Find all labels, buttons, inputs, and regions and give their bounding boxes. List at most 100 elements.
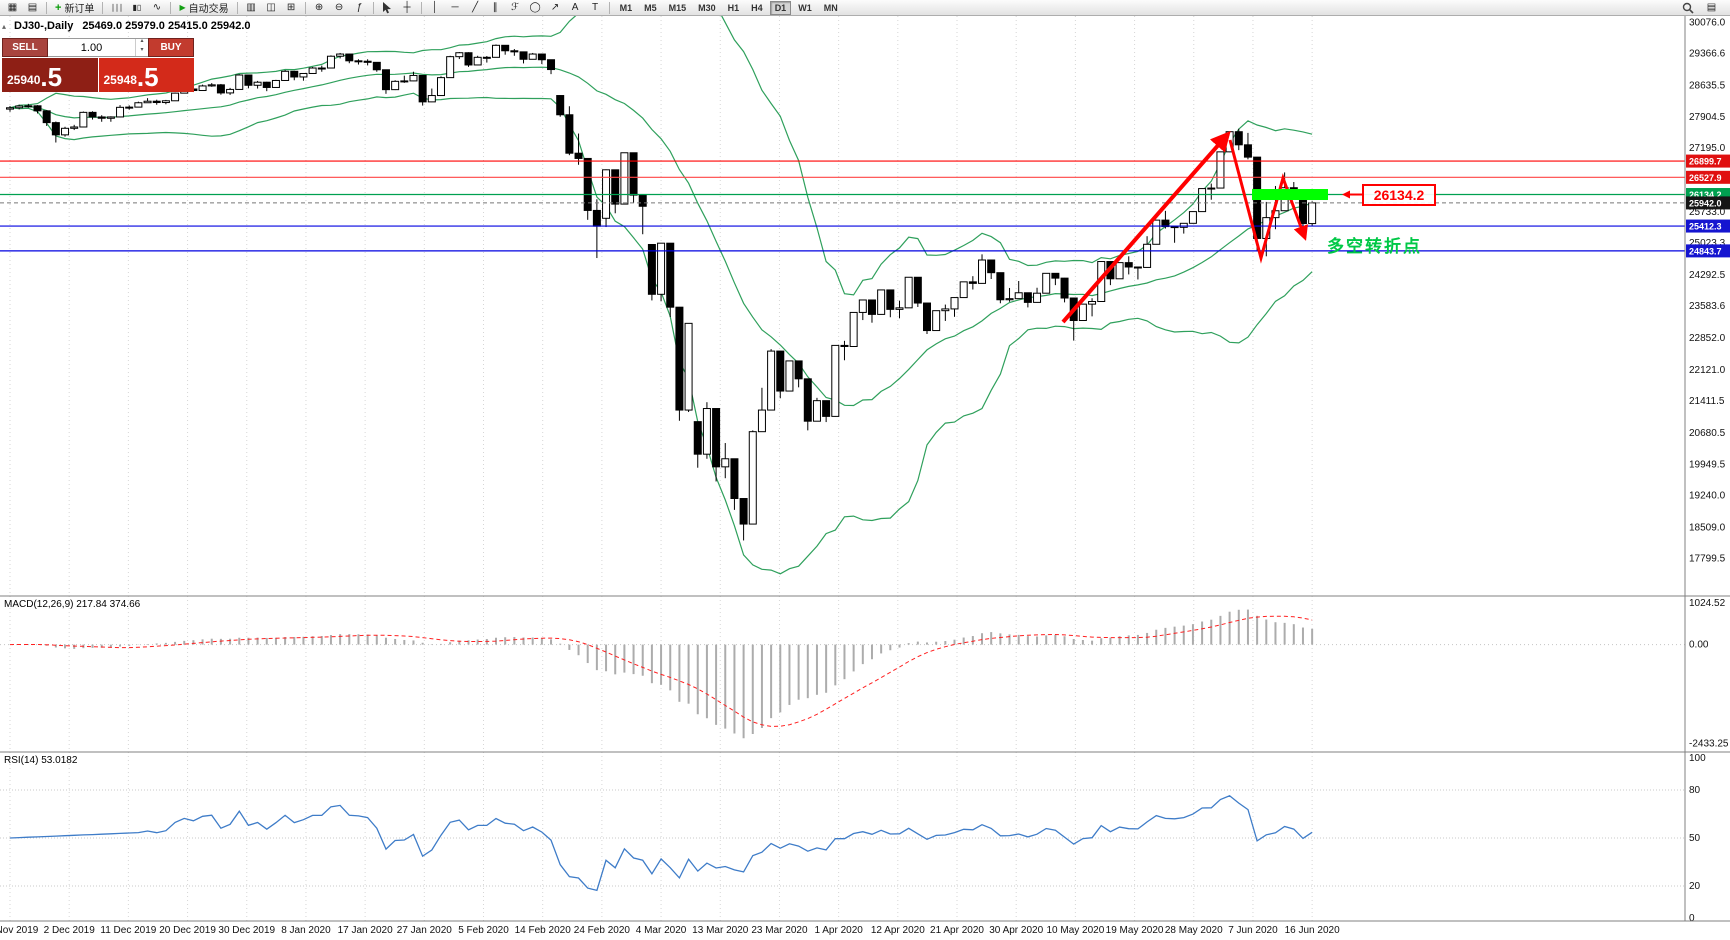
vertical-line-tool-icon[interactable]: │	[431, 2, 439, 13]
sell-button[interactable]: SELL	[2, 38, 48, 57]
trend-arrow-up[interactable]	[1061, 130, 1231, 324]
time-axis-label: 27 Jan 2020	[397, 925, 452, 936]
buy-button[interactable]: BUY	[148, 38, 194, 57]
timeframe-button-M1[interactable]: M1	[619, 2, 633, 13]
timeframe-button-MN[interactable]: MN	[823, 2, 838, 13]
price-tag: 24843.7	[1686, 244, 1730, 258]
indicators-icon[interactable]: ƒ	[356, 2, 362, 13]
timeframe-button-D1[interactable]: D1	[769, 0, 792, 15]
ellipse-tool-icon[interactable]: ◯	[529, 2, 541, 13]
rsi-label: RSI(14) 53.0182	[4, 755, 78, 766]
rsi-axis-label: 80	[1689, 785, 1701, 796]
crosshair-icon[interactable]: ┼	[403, 2, 411, 13]
price-axis-label: 25023.3	[1689, 238, 1726, 249]
volume-spinner: ▴ ▾	[135, 38, 148, 56]
label-tool-icon[interactable]: T	[592, 2, 599, 13]
one-click-collapse-icon[interactable]: ▴	[2, 22, 7, 31]
timeframe-button-M5[interactable]: M5	[644, 2, 657, 13]
layers-icon[interactable]: ▤	[1706, 2, 1717, 13]
toolbar-right-group: ▤	[1678, 1, 1727, 15]
time-axis-label: 11 Dec 2019	[100, 925, 156, 936]
volume-up-icon[interactable]: ▴	[140, 38, 144, 44]
timeframe-group: M1 M5 M15 M30 H1 H4 D1 W1 MN	[614, 0, 844, 15]
svg-text:25412.3: 25412.3	[1689, 222, 1722, 232]
new-chart-icon[interactable]: ▦	[7, 2, 18, 13]
gridlines	[9, 16, 1313, 921]
timeframe-button-H4[interactable]: H4	[751, 2, 763, 13]
time-axis-label: 28 May 2020	[1165, 925, 1223, 936]
macd-axis-label: -2433.25	[1689, 738, 1729, 749]
sell-price-fraction: .5	[40, 62, 63, 92]
volume-input[interactable]	[48, 39, 135, 56]
chart-title: DJ30-,Daily 25469.0 25979.0 25415.0 25942…	[14, 20, 251, 32]
timeframe-button-H1[interactable]: H1	[727, 2, 740, 13]
line-chart-icon[interactable]: ∿	[152, 2, 162, 13]
arrow-tool-icon[interactable]: ↗	[550, 2, 560, 13]
price-axis-label: 24292.5	[1689, 270, 1726, 281]
price-axis-label: 18509.0	[1689, 523, 1726, 534]
turning-point-label[interactable]: 多空转折点	[1327, 237, 1422, 257]
price-axis-label: 29366.6	[1689, 48, 1726, 59]
axis-labels: 1024.52 0.00 -2433.25 100 80 50 20 0 30076.0 2936…	[0, 15, 1730, 936]
price-tag: 26899.7	[1686, 154, 1730, 168]
time-axis-label: 19 May 2020	[1106, 925, 1164, 936]
timeframe-button-M15[interactable]: M15	[668, 2, 687, 13]
tile-windows-icon[interactable]: ⊞	[286, 2, 296, 13]
svg-text:25942.0: 25942.0	[1689, 198, 1722, 208]
svg-text:26899.7: 26899.7	[1689, 157, 1722, 167]
rsi-axis-label: 100	[1689, 753, 1706, 764]
cursor-icon[interactable]	[378, 1, 397, 15]
rsi-axis-label: 20	[1689, 881, 1701, 892]
toolbar-separator	[420, 1, 422, 14]
text-tool-icon[interactable]: A	[571, 2, 579, 13]
channel-tool-icon[interactable]: ∥	[492, 2, 498, 13]
svg-text:26134.2: 26134.2	[1689, 190, 1722, 200]
timeframe-button-W1[interactable]: W1	[798, 2, 812, 13]
sell-price-display[interactable]: 25940.5	[2, 58, 98, 92]
search-icon[interactable]	[1678, 1, 1697, 15]
green-zone-rect[interactable]	[1252, 189, 1328, 201]
price-callout[interactable]: 26134.2	[1362, 183, 1436, 206]
time-axis-label: 14 Feb 2020	[515, 925, 572, 936]
zoom-out-icon[interactable]: ⊖	[334, 2, 344, 13]
rsi-axis-label: 50	[1689, 833, 1701, 844]
rsi-axis-label: 0	[1689, 913, 1695, 924]
price-tag: 26527.9	[1686, 170, 1730, 184]
price-axis-label: 23583.6	[1689, 301, 1726, 312]
price-axis-label: 19240.0	[1689, 491, 1726, 502]
toolbar-separator	[608, 1, 610, 14]
price-tag: 25942.0	[1686, 196, 1730, 210]
zoom-in-icon[interactable]: ⊕	[314, 2, 324, 13]
time-axis-label: 13 Mar 2020	[692, 925, 749, 936]
time-axis-label: 5 Feb 2020	[458, 925, 509, 936]
autotrading-button[interactable]: ▶ 自动交易	[175, 1, 232, 15]
price-axis-label: 17799.5	[1689, 554, 1726, 565]
bar-chart-icon[interactable]: ∣∣∣	[110, 3, 123, 12]
horizontal-lines[interactable]	[0, 160, 1685, 252]
price-axis-label: 20680.5	[1689, 428, 1726, 439]
data-window-icon[interactable]: ◫	[266, 2, 276, 13]
time-axis-label: 20 Dec 2019	[159, 925, 216, 936]
time-axis-label: 7 Jun 2020	[1228, 925, 1278, 936]
toolbar-separator	[372, 1, 374, 14]
time-axis-label: 26 Nov 2019	[0, 925, 39, 936]
toolbar-separator	[304, 1, 306, 14]
new-order-button[interactable]: + 新订单	[51, 1, 98, 16]
buy-price-display[interactable]: 25948.5	[98, 58, 194, 92]
trend-zigzag[interactable]	[1228, 139, 1308, 264]
market-watch-icon[interactable]: ▥	[246, 2, 256, 13]
trendline-tool-icon[interactable]: ╱	[472, 2, 479, 13]
price-axis-label: 22121.0	[1689, 365, 1726, 376]
chart-drawings[interactable]	[1061, 130, 1362, 324]
profiles-icon[interactable]: ▤	[27, 2, 38, 13]
horizontal-line-tool-icon[interactable]: ─	[451, 2, 459, 13]
volume-field: ▴ ▾	[48, 38, 148, 57]
timeframe-button-M30[interactable]: M30	[698, 2, 716, 13]
volume-down-icon[interactable]: ▾	[140, 46, 144, 53]
time-axis-label: 30 Dec 2019	[218, 925, 275, 936]
fibonacci-tool-icon[interactable]: ℱ	[511, 2, 520, 13]
svg-text:26527.9: 26527.9	[1689, 173, 1722, 183]
candle-chart-icon[interactable]: ▮▯	[132, 3, 142, 12]
